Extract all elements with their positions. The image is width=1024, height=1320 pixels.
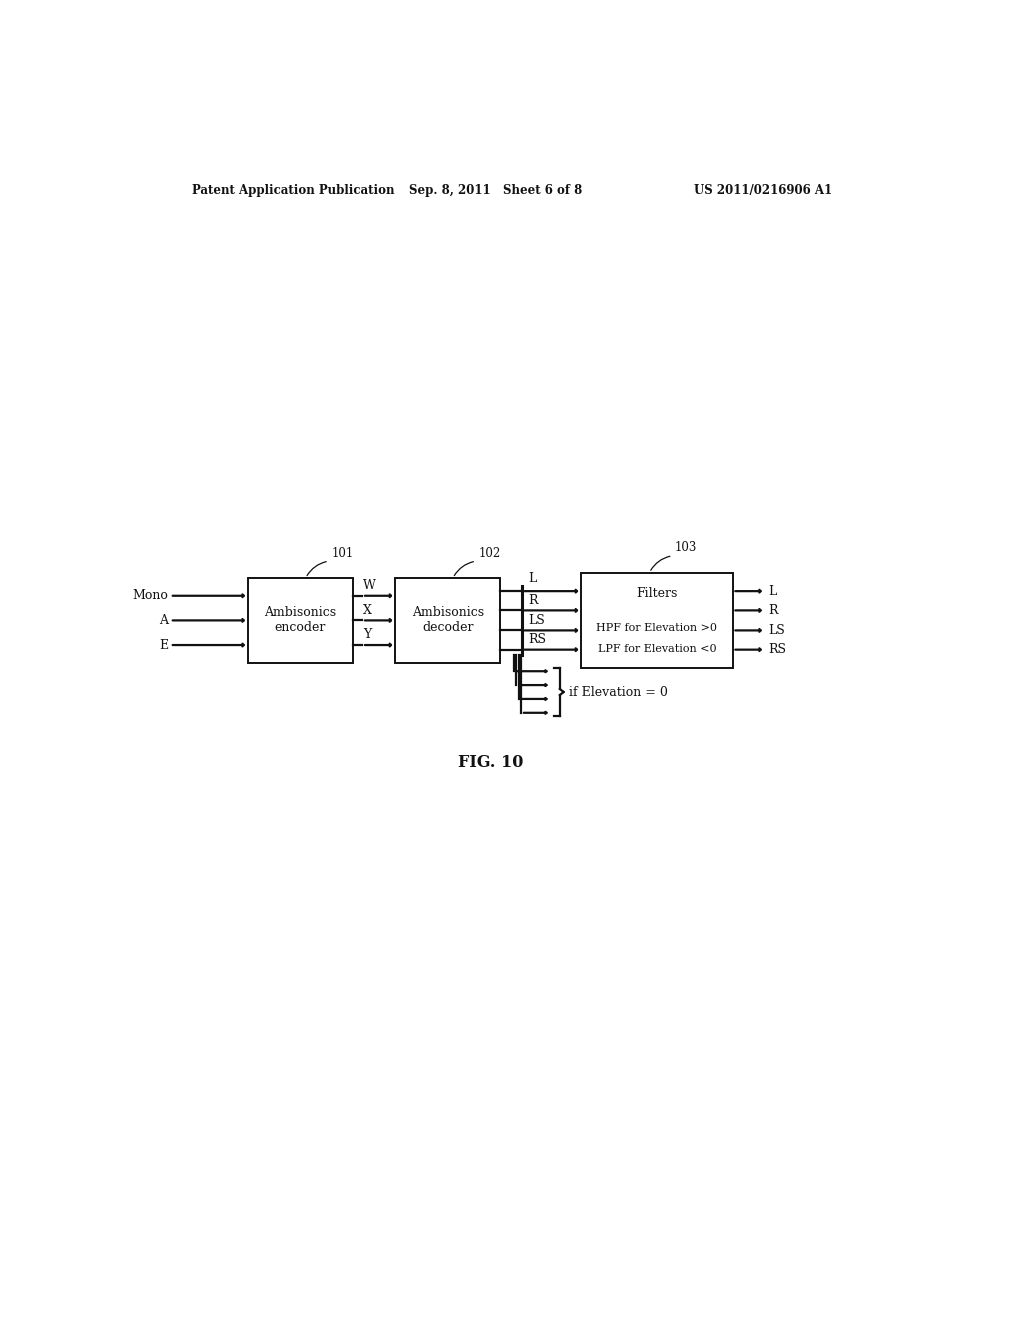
Text: RS: RS [768,643,786,656]
Text: Patent Application Publication: Patent Application Publication [191,185,394,197]
Text: Filters: Filters [636,587,678,601]
Text: LS: LS [528,614,545,627]
Text: 103: 103 [675,541,697,554]
Text: RS: RS [528,632,546,645]
Text: Y: Y [362,628,371,642]
Text: LS: LS [768,624,785,638]
Text: A: A [160,614,168,627]
Text: E: E [159,639,168,652]
Text: L: L [768,585,776,598]
FancyBboxPatch shape [395,578,500,663]
Text: R: R [528,594,538,607]
Text: Ambisonics
encoder: Ambisonics encoder [264,606,337,635]
Text: Mono: Mono [132,589,168,602]
Text: W: W [362,579,376,591]
Text: 101: 101 [331,546,353,560]
Text: 102: 102 [478,546,501,560]
Text: X: X [362,603,372,616]
Text: Sep. 8, 2011   Sheet 6 of 8: Sep. 8, 2011 Sheet 6 of 8 [409,185,582,197]
Text: if Elevation = 0: if Elevation = 0 [569,685,668,698]
Text: L: L [528,572,537,585]
Text: Ambisonics
decoder: Ambisonics decoder [412,606,483,635]
Text: FIG. 10: FIG. 10 [458,754,523,771]
FancyBboxPatch shape [248,578,352,663]
Text: LPF for Elevation <0: LPF for Elevation <0 [598,644,716,653]
Text: HPF for Elevation >0: HPF for Elevation >0 [596,623,718,634]
FancyBboxPatch shape [582,573,732,668]
Text: R: R [768,603,777,616]
Text: US 2011/0216906 A1: US 2011/0216906 A1 [693,185,831,197]
